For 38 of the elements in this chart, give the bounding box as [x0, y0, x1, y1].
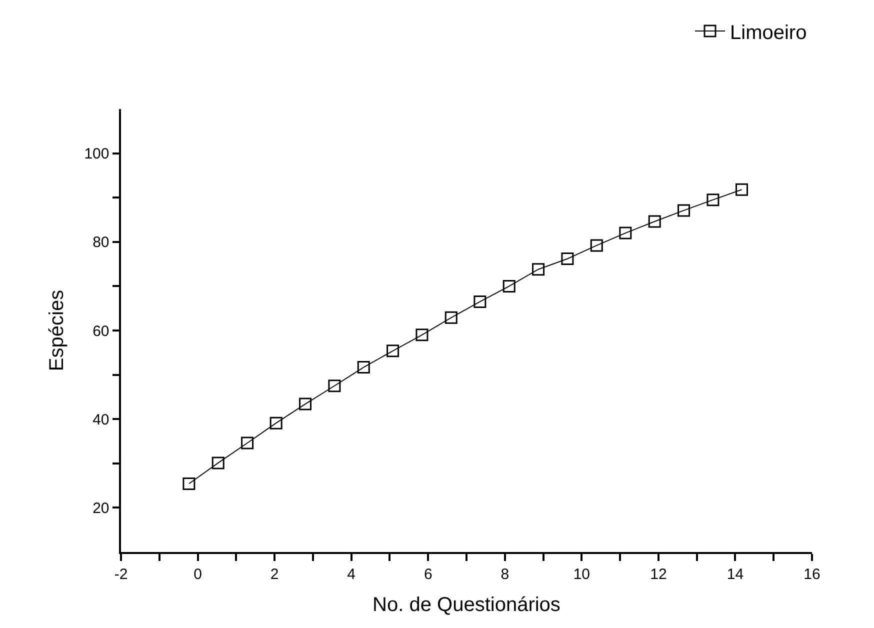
point [444, 311, 458, 324]
x-tick-label: 6 [424, 566, 432, 583]
legend-label: Limoeiro [730, 22, 807, 44]
x-tick-label: 10 [573, 566, 590, 583]
point [619, 226, 632, 240]
point [678, 204, 690, 217]
point [328, 380, 341, 392]
point [270, 416, 282, 430]
point [532, 263, 545, 276]
point [502, 280, 516, 292]
x-tick-label: 4 [347, 566, 356, 583]
y-tick-label: 80 [92, 234, 110, 252]
x-tick-label: 14 [726, 566, 744, 583]
point [474, 295, 486, 308]
point [416, 328, 428, 342]
x-tick-label: 0 [194, 566, 202, 583]
y-tick-label: 60 [92, 322, 110, 340]
x-axis-title: No. de Questionários [372, 594, 560, 616]
point [736, 183, 748, 196]
point [299, 398, 312, 410]
x-tick-label: -2 [114, 566, 128, 583]
x-tick-label: 12 [650, 566, 667, 583]
x-tick-label: 8 [500, 566, 510, 583]
y-axis-title: Espécies [46, 290, 68, 372]
point [648, 215, 661, 228]
point [182, 478, 196, 490]
y-tick-label: 40 [92, 411, 110, 428]
point [357, 361, 370, 374]
x-tick-label: 2 [270, 566, 279, 583]
point [212, 456, 224, 470]
point [590, 239, 603, 252]
point [706, 194, 720, 206]
point [561, 252, 574, 265]
x-tick-label: 16 [804, 566, 820, 583]
y-tick-label: 100 [84, 146, 110, 163]
point [386, 344, 400, 358]
point [241, 436, 254, 450]
y-tick-label: 20 [92, 500, 110, 517]
